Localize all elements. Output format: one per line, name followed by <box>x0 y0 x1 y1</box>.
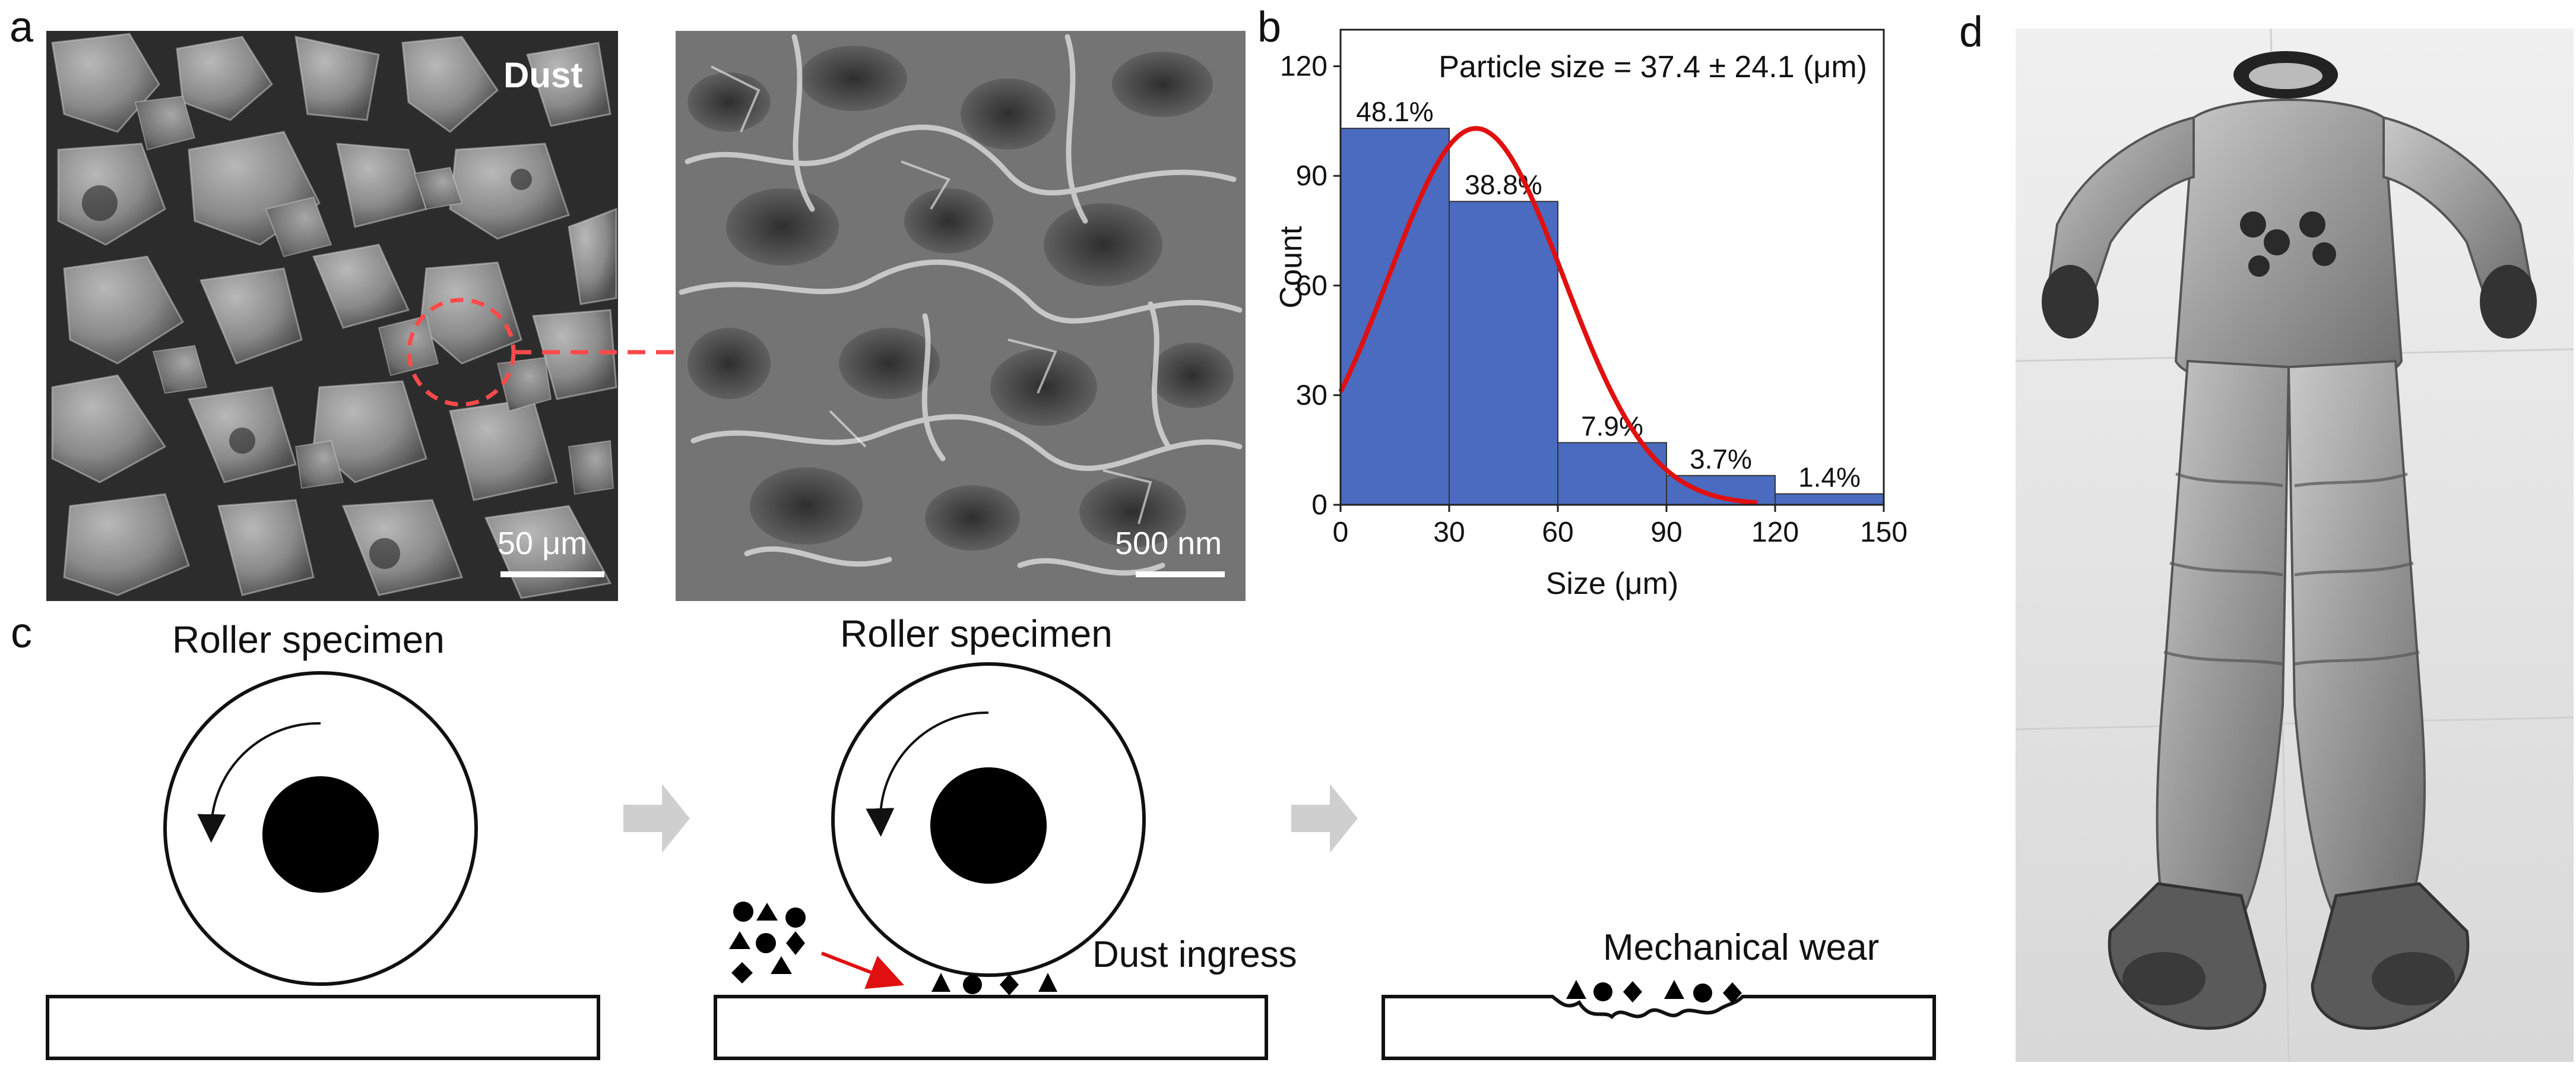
bar-percent-label: 3.7% <box>1690 444 1752 475</box>
x-tick-label: 60 <box>1542 517 1573 548</box>
panel-letter-d: d <box>1959 8 1984 56</box>
wear-mechanism-diagram <box>46 662 1936 1060</box>
bar-percent-label: 1.4% <box>1798 462 1861 493</box>
normal-fit-curve <box>1338 126 1757 505</box>
stage2-note: Dust ingress <box>1092 934 1297 975</box>
scale-bar-500nm <box>1136 571 1225 577</box>
sem-image-surface: 500 nm <box>676 31 1246 601</box>
y-tick-label: 60 <box>1296 270 1327 302</box>
substrate-1 <box>46 995 600 1060</box>
histogram-bar <box>1775 493 1884 505</box>
particle-size-histogram: 48.1%38.8%7.9%3.7%1.4%0 30 60 90 120 15003060… <box>1274 29 1908 601</box>
scale-bar-50um <box>500 571 604 577</box>
histogram-bar <box>1449 201 1558 505</box>
bar-percent-label: 48.1% <box>1356 96 1433 127</box>
ingress-arrow <box>820 951 904 989</box>
bar-percent-label: 7.9% <box>1581 410 1643 441</box>
x-tick-label: 30 <box>1433 517 1465 548</box>
y-tick-label: 30 <box>1296 380 1327 411</box>
spacesuit-illustration <box>2016 29 2574 1062</box>
worn-substrate <box>1382 995 1936 1060</box>
stage2-diagram <box>714 662 1268 1060</box>
stage2-title: Roller specimen <box>840 612 1113 655</box>
x-tick-label: 90 <box>1650 517 1682 548</box>
y-axis-label: Count <box>1274 226 1308 308</box>
sem-image-dust: Dust 50 μm <box>46 31 618 601</box>
trapped-dust <box>931 973 1057 995</box>
roller-core-1 <box>262 776 379 893</box>
plot-frame <box>1339 29 1885 506</box>
scale-label-500nm: 500 nm <box>1115 526 1222 561</box>
transition-arrow-2 <box>1291 784 1358 853</box>
panel-letter-b: b <box>1257 4 1282 51</box>
histogram-bar <box>1340 128 1450 505</box>
surface-texture <box>676 31 1246 601</box>
x-tick-label: 120 <box>1751 517 1799 548</box>
x-axis-label: Size (μm) <box>1546 567 1679 601</box>
substrate-2 <box>714 995 1268 1060</box>
y-tick-label: 120 <box>1280 51 1327 83</box>
x-tick-label: 150 <box>1860 517 1908 548</box>
embedded-dust <box>1566 980 1742 1004</box>
roller-core-2 <box>930 767 1047 884</box>
panel-letter-a: a <box>9 4 34 51</box>
x-tick-label: 0 <box>1333 517 1349 548</box>
stage1-title: Roller specimen <box>172 618 445 661</box>
stage3-note: Mechanical wear <box>1603 927 1880 968</box>
dust-particles-texture <box>46 31 618 601</box>
dust-cluster <box>729 902 806 984</box>
panel-letter-c: c <box>11 609 32 657</box>
dust-label: Dust <box>503 55 583 95</box>
spacesuit-photo <box>2016 29 2574 1062</box>
scale-label-50um: 50 μm <box>498 526 588 561</box>
y-tick-label: 90 <box>1296 160 1327 192</box>
stage3-diagram <box>1382 980 1936 1060</box>
transition-arrow-1 <box>623 784 690 853</box>
rotation-arrow-1 <box>197 722 321 843</box>
chart-title: Particle size = 37.4 ± 24.1 (μm) <box>1438 50 1867 84</box>
rotation-arrow-2 <box>866 711 989 837</box>
stage1-diagram <box>46 671 600 1060</box>
y-tick-label: 0 <box>1311 489 1327 521</box>
